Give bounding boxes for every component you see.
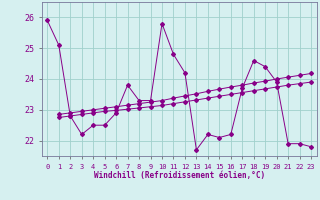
X-axis label: Windchill (Refroidissement éolien,°C): Windchill (Refroidissement éolien,°C) — [94, 171, 265, 180]
